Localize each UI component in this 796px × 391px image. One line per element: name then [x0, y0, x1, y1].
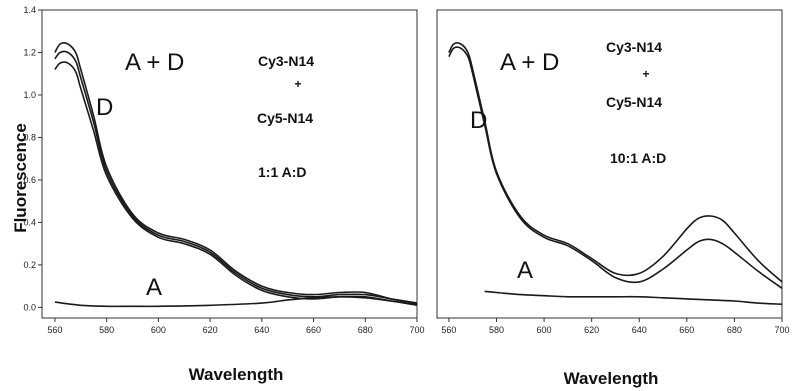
y-axis-title: Fluorescence [11, 123, 30, 233]
right-x-tick-label: 560 [441, 325, 456, 335]
left-x-axis-title: Wavelength [189, 365, 284, 384]
left-series-group [54, 42, 418, 308]
right-x-axis-title: Wavelength [564, 369, 659, 388]
right-x-tick-label: 660 [679, 325, 694, 335]
right-x-tick-label: 680 [727, 325, 742, 335]
left-y-tick-label: 0.4 [23, 217, 36, 227]
left-series-line-3 [54, 295, 418, 308]
left-label-donor-dye: Cy3-N14 [258, 53, 314, 69]
right-panel: 560 580 600 620 640 660 680 700 Wavelength A + … [436, 9, 790, 388]
left-y-tick-label: 1.4 [23, 5, 36, 15]
right-x-tick-label: 640 [632, 325, 647, 335]
left-y-tick-label: 1.0 [23, 90, 36, 100]
right-label-a-plus-d: A + D [500, 49, 559, 76]
left-x-ticks: 560 580 600 620 640 660 680 700 [47, 318, 425, 335]
left-plot-frame [41, 9, 418, 319]
left-label-ratio: 1:1 A:D [258, 164, 307, 180]
right-x-tick-label: 620 [584, 325, 599, 335]
left-x-tick-label: 640 [254, 325, 269, 335]
right-label-plus: + [642, 67, 649, 81]
left-y-tick-label: 0.8 [23, 132, 36, 142]
left-label-d: D [96, 94, 113, 121]
right-x-ticks: 560 580 600 620 640 660 680 700 [441, 318, 790, 335]
left-x-tick-label: 600 [151, 325, 166, 335]
right-x-tick-label: 580 [489, 325, 504, 335]
left-x-tick-label: 660 [306, 325, 321, 335]
right-label-a: A [517, 257, 533, 284]
right-series-line-0 [448, 42, 783, 283]
left-y-tick-label: 0.0 [23, 302, 36, 312]
left-x-tick-label: 620 [203, 325, 218, 335]
right-x-tick-label: 600 [537, 325, 552, 335]
left-label-plus: + [294, 77, 301, 91]
right-plot-frame [436, 9, 783, 319]
left-y-tick-label: 0.6 [23, 175, 36, 185]
right-label-donor-dye: Cy3-N14 [606, 39, 662, 55]
left-x-tick-label: 680 [358, 325, 373, 335]
right-series-group [448, 42, 783, 305]
left-label-acceptor-dye: Cy5-N14 [257, 110, 313, 126]
left-y-tick-label: 0.2 [23, 260, 36, 270]
right-x-tick-label: 700 [774, 325, 789, 335]
left-series-line-0 [54, 42, 418, 304]
right-series-line-2 [484, 290, 783, 305]
left-x-tick-label: 580 [99, 325, 114, 335]
left-series-line-1 [54, 50, 418, 304]
right-label-d: D [470, 107, 487, 134]
left-panel: 560 580 600 620 640 660 680 700 0.0 0.2 0.4 0.6 0.8… [23, 5, 424, 384]
right-series-line-1 [448, 46, 783, 289]
left-y-tick-label: 1.2 [23, 47, 36, 57]
left-x-tick-label: 700 [409, 325, 424, 335]
right-label-acceptor-dye: Cy5-N14 [606, 94, 662, 110]
right-label-ratio: 10:1 A:D [610, 150, 666, 166]
left-x-tick-label: 560 [47, 325, 62, 335]
left-y-ticks: 0.0 0.2 0.4 0.6 0.8 1.0 1.2 1.4 [23, 5, 42, 312]
left-label-a: A [146, 274, 162, 301]
left-label-a-plus-d: A + D [125, 49, 184, 76]
